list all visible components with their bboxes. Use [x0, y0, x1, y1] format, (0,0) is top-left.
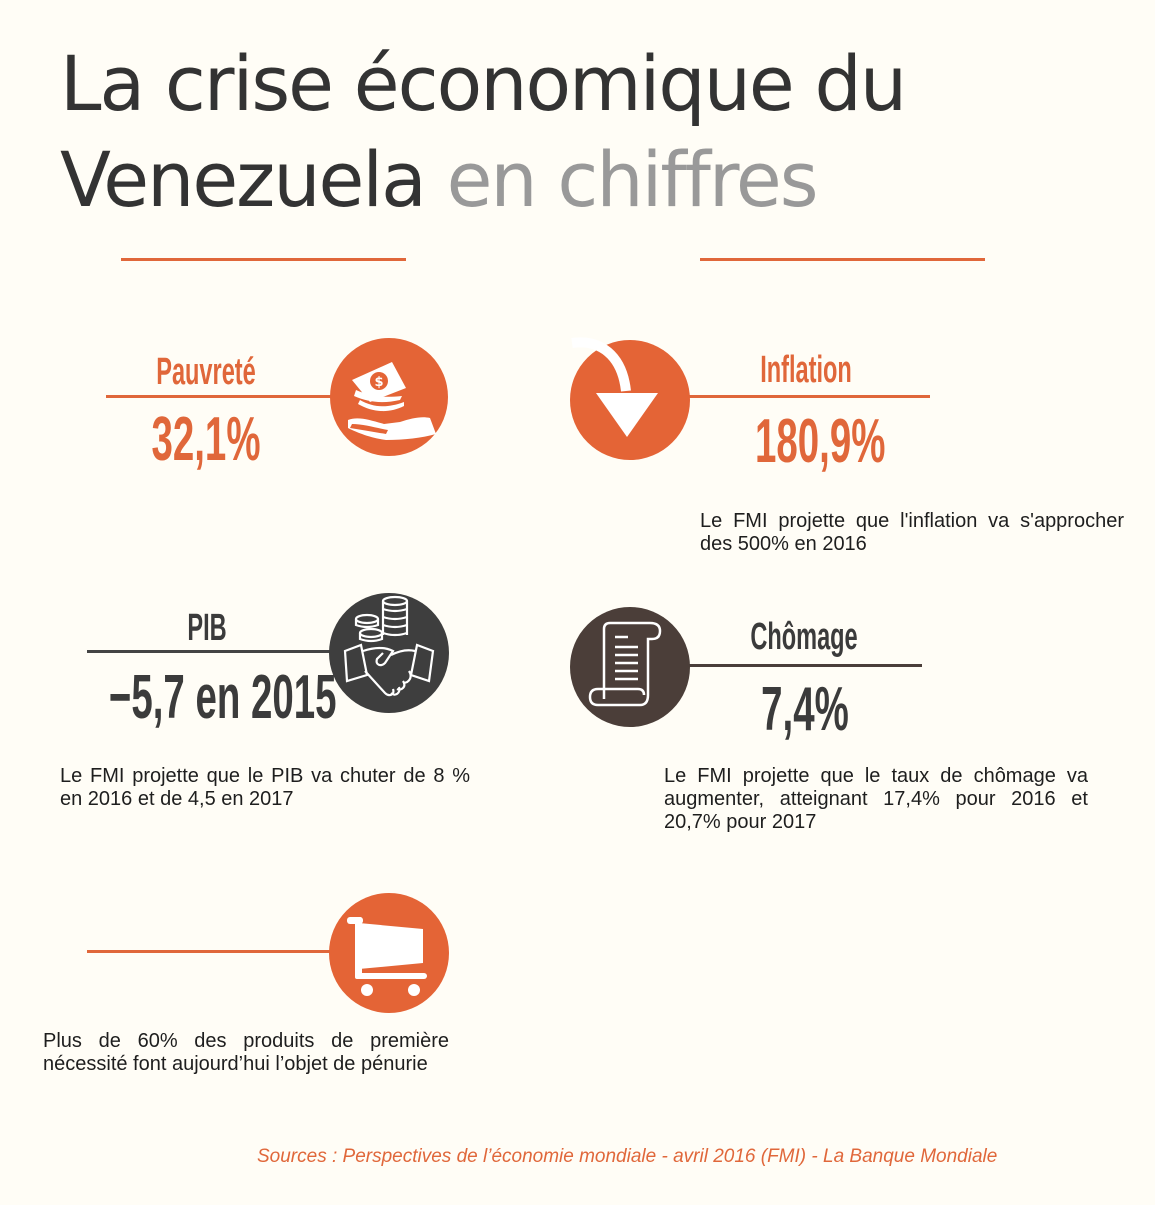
title-line-1: La crise économique du	[60, 39, 907, 128]
pauvrete-label: Pauvreté	[156, 351, 256, 393]
chomage-value: 7,4%	[761, 675, 849, 744]
pib-label: PIB	[187, 607, 227, 649]
title-dark-part: Venezuela	[60, 135, 427, 224]
inflation-line	[680, 395, 930, 398]
title-line-2: Venezuela en chiffres	[60, 132, 1099, 228]
page-title: La crise économique du Venezuela en chif…	[60, 36, 1099, 228]
shopping-cart-icon	[347, 917, 427, 996]
svg-text:$: $	[374, 375, 383, 390]
pib-icon-circle	[329, 593, 449, 713]
pib-line	[87, 650, 337, 653]
title-light-part: en chiffres	[446, 135, 819, 224]
chomage-label: Chômage	[750, 616, 858, 658]
penurie-description: Plus de 60% des produits de première néc…	[43, 1030, 449, 1075]
scroll-document-icon	[588, 621, 662, 707]
sources-note: Sources : Perspectives de l’économie mon…	[257, 1146, 998, 1167]
pauvrete-icon-circle: $	[330, 338, 448, 456]
chomage-description: Le FMI projette que le taux de chômage v…	[664, 765, 1088, 833]
penurie-icon-circle	[329, 893, 449, 1013]
divider-right	[700, 258, 985, 261]
penurie-line	[87, 950, 337, 953]
money-hand-icon: $	[348, 362, 436, 440]
chomage-line	[680, 664, 922, 667]
pib-description: Le FMI projette que le PIB va chuter de …	[60, 765, 470, 810]
divider-left	[121, 258, 406, 261]
handshake-coins-icon	[343, 595, 435, 697]
pib-value: −5,7 en 2015	[108, 663, 337, 732]
inflation-description: Le FMI projette que l'inflation va s'app…	[700, 510, 1124, 555]
arrow-down-icon	[571, 337, 658, 437]
pauvrete-line	[106, 395, 338, 398]
inflation-label: Inflation	[760, 349, 852, 391]
inflation-value: 180,9%	[755, 407, 886, 476]
pauvrete-value: 32,1%	[151, 405, 261, 474]
chomage-icon-circle	[570, 607, 690, 727]
